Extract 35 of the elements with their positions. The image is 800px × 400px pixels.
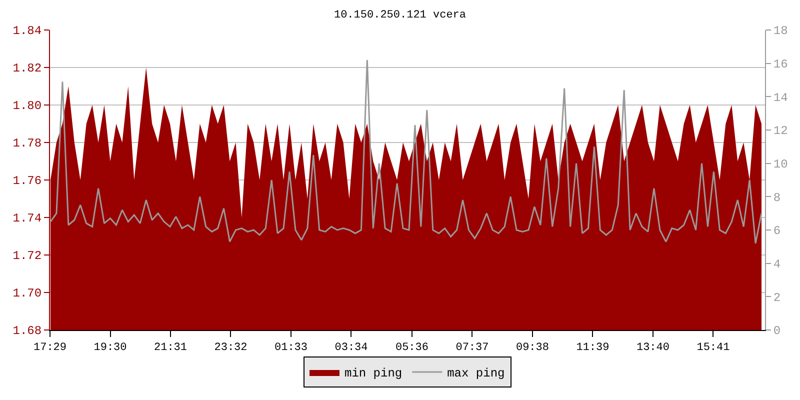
y-tick-label: 1.74 — [12, 212, 42, 226]
x-tick-label: 23:32 — [214, 342, 248, 354]
y-tick-label: 1.78 — [12, 136, 42, 151]
x-tick-label: 07:37 — [456, 342, 489, 354]
y-tick-label: 1.68 — [12, 324, 42, 338]
legend-label: min ping — [344, 366, 402, 381]
x-tick-label: 19:30 — [94, 342, 127, 354]
y2-tick-label: 10 — [773, 158, 788, 172]
y2-tick-label: 6 — [773, 224, 781, 238]
y2-tick-label: 14 — [773, 90, 788, 105]
x-tick-label: 03:34 — [334, 342, 368, 354]
x-tick-label: 09:38 — [516, 342, 549, 354]
line-series — [50, 59, 762, 244]
x-tick-label: 17:29 — [33, 342, 67, 354]
y2-tick-label: 4 — [773, 258, 781, 272]
y-tick-label: 1.84 — [12, 24, 42, 38]
legend-label: max ping — [447, 366, 505, 381]
y-tick-label: 1.82 — [12, 62, 42, 76]
chart-title: 10.150.250.121 vcera — [334, 10, 466, 22]
x-tick-label: 11:39 — [576, 342, 610, 354]
y2-tick-label: 0 — [773, 324, 781, 338]
y2-tick-label: 2 — [773, 290, 781, 305]
y-tick-label: 1.72 — [12, 249, 42, 264]
y2-tick-label: 18 — [773, 24, 788, 38]
x-tick-label: 13:40 — [636, 342, 670, 354]
y2-tick-label: 12 — [773, 124, 788, 138]
x-tick-label: 01:33 — [274, 342, 308, 354]
y-tick-label: 1.80 — [12, 99, 42, 114]
y-tick-label: 1.70 — [12, 286, 42, 301]
x-tick-label: 21:31 — [154, 342, 188, 354]
x-tick-label: 15:41 — [696, 342, 730, 354]
y2-tick-label: 8 — [773, 190, 781, 205]
y2-tick-label: 16 — [773, 58, 788, 72]
x-tick-label: 05:36 — [395, 342, 428, 354]
y-tick-label: 1.76 — [12, 174, 42, 188]
